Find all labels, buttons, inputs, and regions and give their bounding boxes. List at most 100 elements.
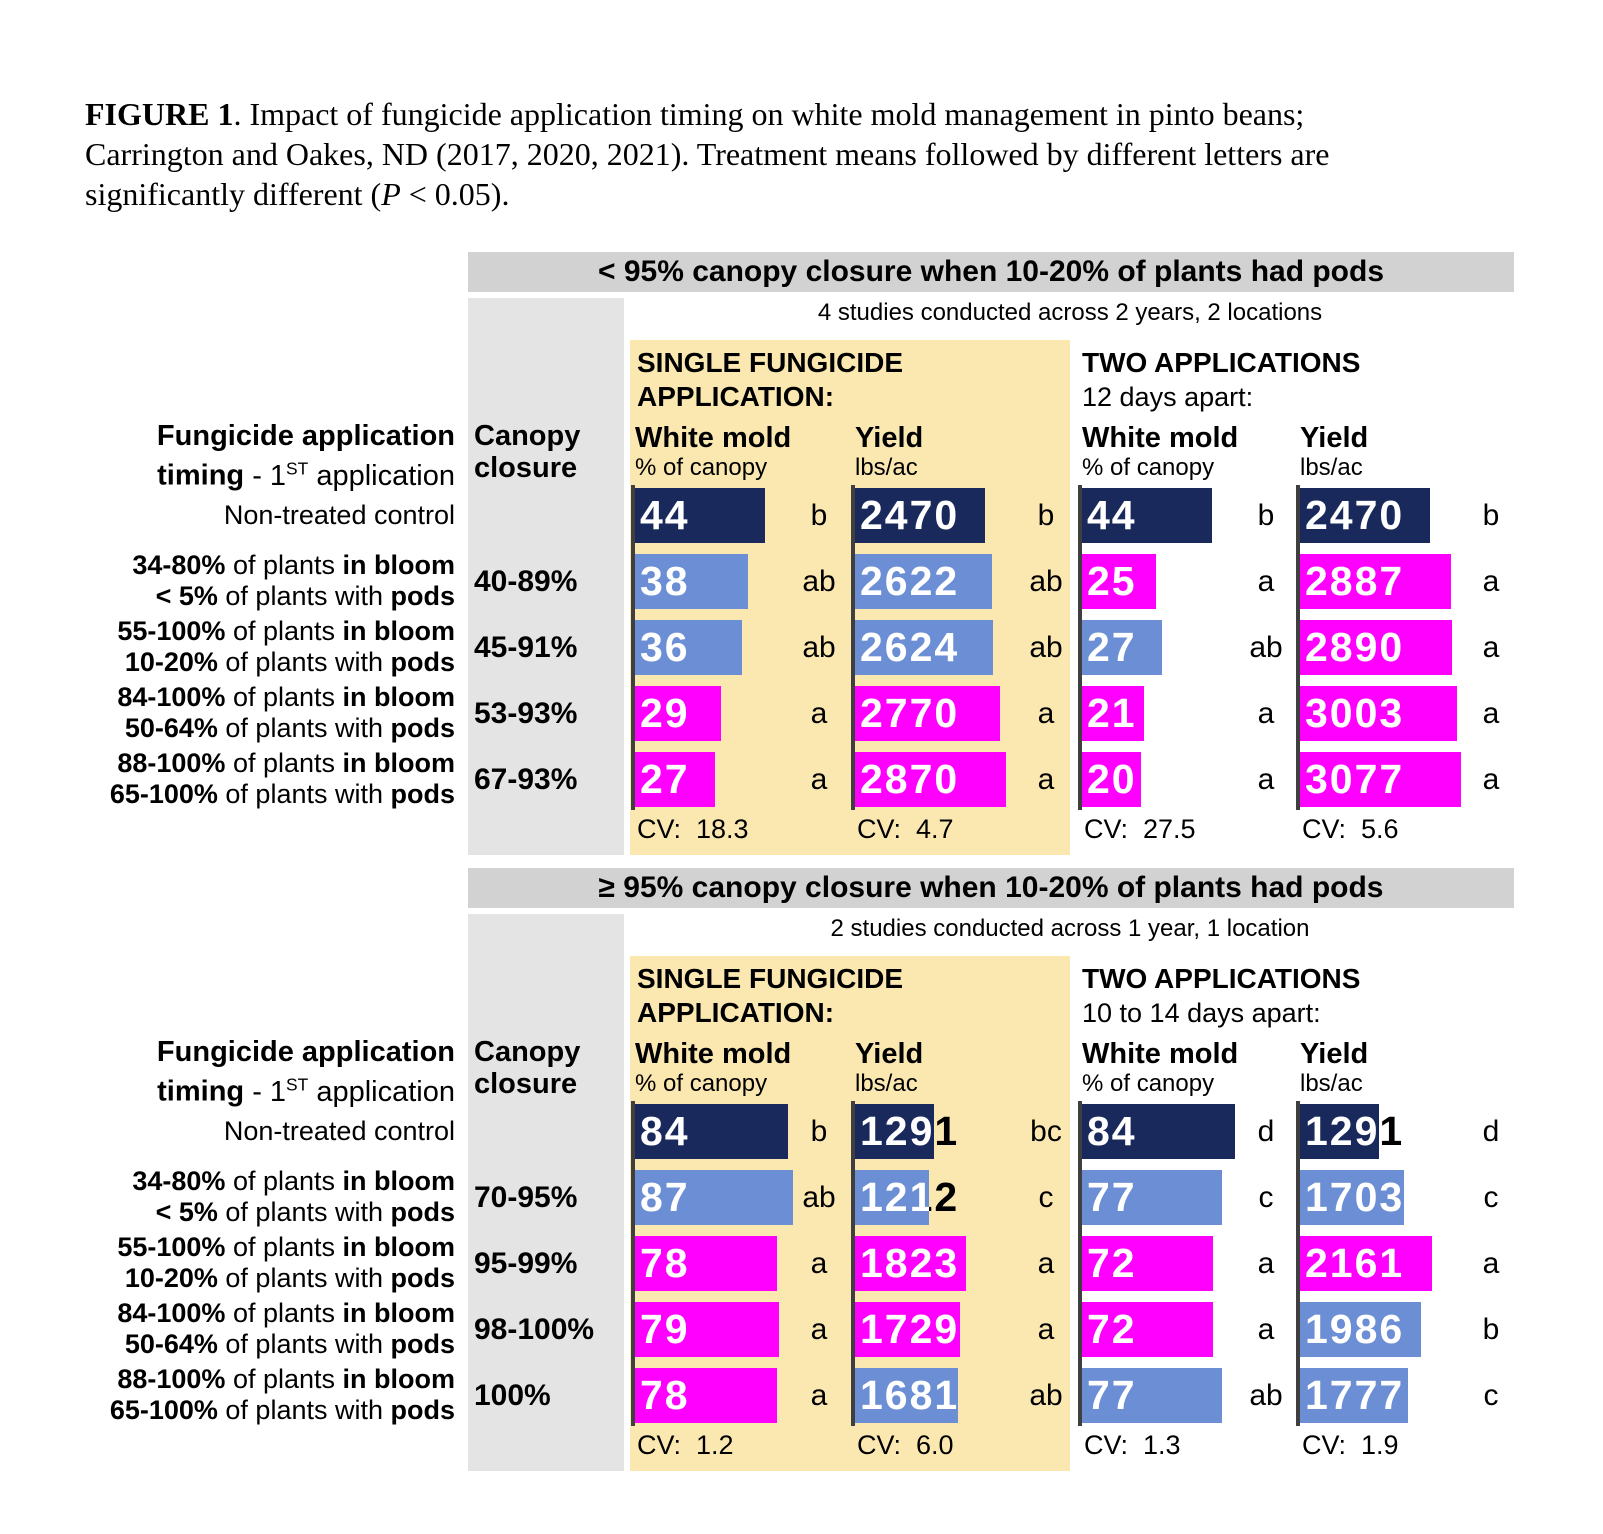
bar-track: 12911291 — [855, 1104, 1027, 1159]
bar-track: 2727 — [1082, 620, 1242, 675]
row-label-line: 55-100% of plants in bloom — [117, 616, 455, 647]
row-label-segment: pods — [390, 1329, 456, 1359]
significance-letter: c — [1038, 1181, 1054, 1214]
row-label-segment: in bloom — [342, 616, 455, 646]
significance-letter: a — [1257, 763, 1275, 796]
bar-track: 2727 — [635, 752, 795, 807]
significance-letter: d — [1257, 1115, 1275, 1148]
bar-value: 84 — [640, 1108, 690, 1154]
bar-track: 30033003 — [1300, 686, 1472, 741]
canopy-value: 98-100% — [474, 1313, 595, 1346]
cv-label: CV: 5.6 — [1302, 814, 1399, 844]
significance-letter: b — [1482, 1313, 1500, 1346]
bar-value: 2624 — [860, 624, 960, 670]
panel-lower: ≥ 95% canopy closure when 10-20% of plan… — [0, 868, 1603, 1480]
bar-value: 78 — [640, 1372, 690, 1418]
group-header-line: APPLICATION: — [637, 997, 835, 1028]
cv-label: CV: 1.9 — [1302, 1430, 1399, 1460]
bar-track: 7979 — [635, 1302, 795, 1357]
significance-letter: a — [1037, 1247, 1055, 1280]
caption-segment: P — [381, 176, 401, 212]
timing-header-line1: Fungicide application — [156, 420, 455, 452]
bar-track: 4444 — [1082, 488, 1242, 543]
axis-line — [1078, 485, 1082, 810]
row-label-line: 84-100% of plants in bloom — [117, 682, 455, 713]
col-header-yield-single: Yield lbs/ac — [855, 422, 924, 481]
row-label-segment: of plants with — [217, 647, 391, 677]
bar-value: 2470 — [1305, 492, 1405, 538]
significance-letter: a — [1257, 697, 1275, 730]
row-label-segment: 50-64% — [124, 713, 218, 743]
row-label-line: 34-80% of plants in bloom — [132, 550, 455, 581]
bar-value: 1823 — [860, 1240, 960, 1286]
bar-track: 3838 — [635, 554, 795, 609]
bar-track: 7777 — [1082, 1368, 1242, 1423]
significance-letter: ab — [802, 1181, 836, 1214]
bar: 1777 — [1300, 1368, 1409, 1423]
single-application-header: SINGLE FUNGICIDE APPLICATION: — [637, 346, 903, 414]
significance-letter: ab — [1249, 1379, 1283, 1412]
bar-track: 19861986 — [1300, 1302, 1472, 1357]
row-label-segment: 50-64% — [124, 1329, 218, 1359]
bar: 78 — [635, 1236, 777, 1291]
single-application-header: SINGLE FUNGICIDE APPLICATION: — [637, 962, 903, 1030]
bar: 78 — [635, 1368, 777, 1423]
significance-letter: a — [1257, 1313, 1275, 1346]
row-label-segment: of plants — [225, 682, 343, 712]
caption-segment: FIGURE 1 — [85, 96, 234, 132]
bar-value: 1291 — [860, 1108, 934, 1154]
canopy-value — [474, 1104, 622, 1159]
canopy-column-bg — [468, 298, 624, 855]
bar-value: 25 — [1087, 558, 1137, 604]
timing-header-line1: Fungicide application — [156, 1036, 455, 1068]
bar: 1986 — [1300, 1302, 1422, 1357]
bar: 2161 — [1300, 1236, 1432, 1291]
bar-value: 2622 — [860, 558, 960, 604]
cv-label: CV: 6.0 — [857, 1430, 954, 1460]
bar-track: 28702870 — [855, 752, 1027, 807]
figure-caption: FIGURE 1. Impact of fungicide applicatio… — [85, 94, 1497, 214]
bar-value: 77 — [1087, 1174, 1137, 1220]
significance-letter: a — [1482, 763, 1500, 796]
group-header-line: TWO APPLICATIONS — [1082, 963, 1361, 994]
row-label-line: 10-20% of plants with pods — [125, 1263, 455, 1294]
bar-track: 3636 — [635, 620, 795, 675]
bar-track: 26222622 — [855, 554, 1027, 609]
bar-track: 7878 — [635, 1236, 795, 1291]
row-label-segment: < 5% — [155, 581, 218, 611]
row-label-segment: of plants with — [217, 1263, 391, 1293]
significance-letter: b — [810, 499, 828, 532]
bar-track: 7272 — [1082, 1236, 1242, 1291]
bar-value: 72 — [1087, 1240, 1137, 1286]
canopy-value: 100% — [474, 1379, 551, 1412]
bar: 1703 — [1300, 1170, 1404, 1225]
bar: 77 — [1082, 1368, 1222, 1423]
bar-value: 44 — [640, 492, 690, 538]
row-label-segment: of plants with — [217, 1395, 391, 1425]
bar-track: 30773077 — [1300, 752, 1472, 807]
cv-label: CV: 1.2 — [637, 1430, 734, 1460]
significance-letter: ab — [802, 631, 836, 664]
caption-segment: . Impact of fungicide application timing… — [233, 96, 1305, 132]
bar-track: 4444 — [635, 488, 795, 543]
row-label-segment: of plants with — [217, 1329, 391, 1359]
timing-column-header: Fungicide application timing - 1ST appli… — [0, 1036, 455, 1108]
bar-track: 17771777 — [1300, 1368, 1472, 1423]
canopy-column-bg — [468, 914, 624, 1471]
bar-track: 2121 — [1082, 686, 1242, 741]
bar: 2622 — [855, 554, 993, 609]
significance-letter: ab — [1029, 1379, 1063, 1412]
row-label-segment: 88-100% — [117, 748, 226, 778]
row-label-segment: of plants — [225, 1364, 343, 1394]
bar-value: 3077 — [1305, 756, 1405, 802]
row-label-segment: of plants — [225, 1298, 343, 1328]
bar: 77 — [1082, 1170, 1222, 1225]
row-label-segment: pods — [390, 1197, 456, 1227]
row-label-line: < 5% of plants with pods — [156, 1197, 455, 1228]
bar: 2624 — [855, 620, 993, 675]
bar: 72 — [1082, 1302, 1213, 1357]
bar-value: 44 — [1087, 492, 1137, 538]
axis-line — [851, 1101, 855, 1426]
row-label-segment: pods — [390, 713, 456, 743]
